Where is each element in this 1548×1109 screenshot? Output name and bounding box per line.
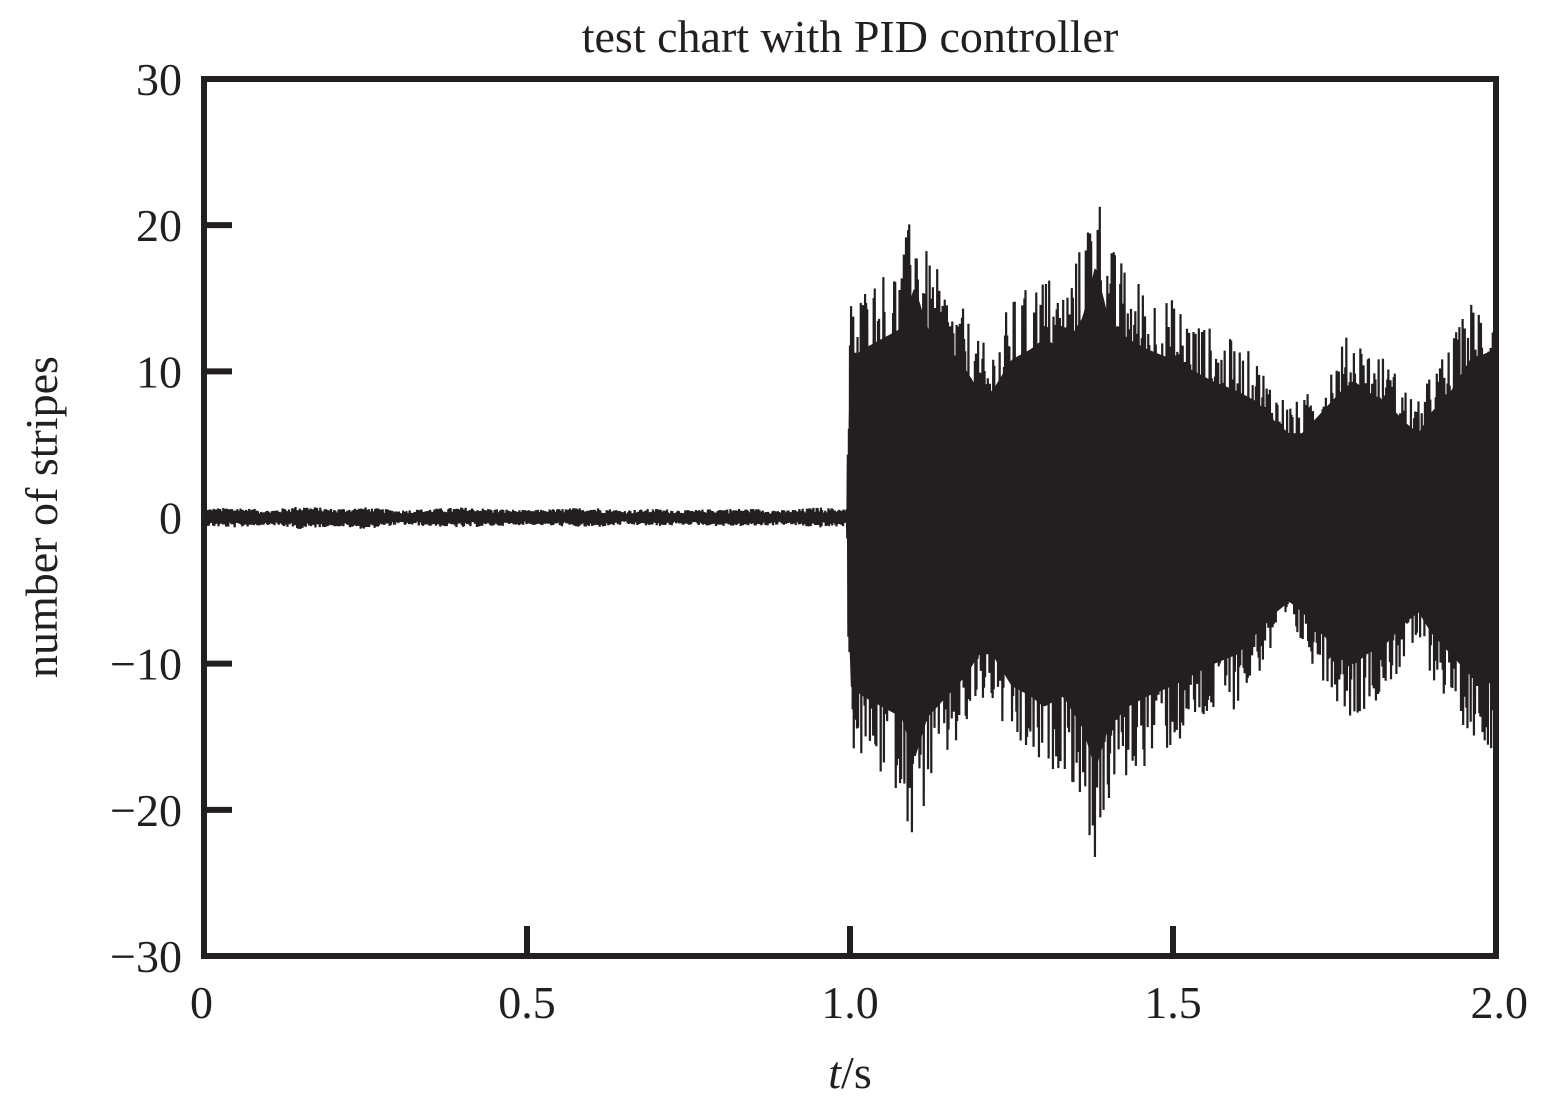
y-axis-label: number of stripes [16, 356, 67, 678]
x-tick-label: 0 [190, 977, 213, 1028]
chart-title: test chart with PID controller [582, 11, 1119, 62]
y-tick-label: 30 [136, 54, 182, 105]
x-axis-label: t/s [828, 1047, 871, 1098]
x-tick-label: 0.5 [498, 977, 556, 1028]
y-tick-label: 10 [136, 346, 182, 397]
y-tick-label: 20 [136, 200, 182, 251]
ticks-layer: 0 0.5 1.0 1.5 2.0 30 20 10 0 −10 −20 −30 [110, 54, 1528, 1028]
x-axis-label-unit: /s [841, 1047, 872, 1098]
signal-series-line [202, 206, 1498, 857]
x-tick-label: 2.0 [1471, 977, 1529, 1028]
x-tick-label: 1.5 [1144, 977, 1202, 1028]
y-tick-label: −20 [110, 785, 182, 836]
y-tick-label: −30 [110, 931, 182, 982]
y-tick-label: 0 [159, 493, 182, 544]
x-axis-label-variable: t [828, 1047, 842, 1098]
x-tick-label: 1.0 [821, 977, 879, 1028]
signal-dense-region [848, 268, 1496, 768]
signal-layer [202, 206, 1498, 857]
y-tick-label: −10 [110, 639, 182, 690]
